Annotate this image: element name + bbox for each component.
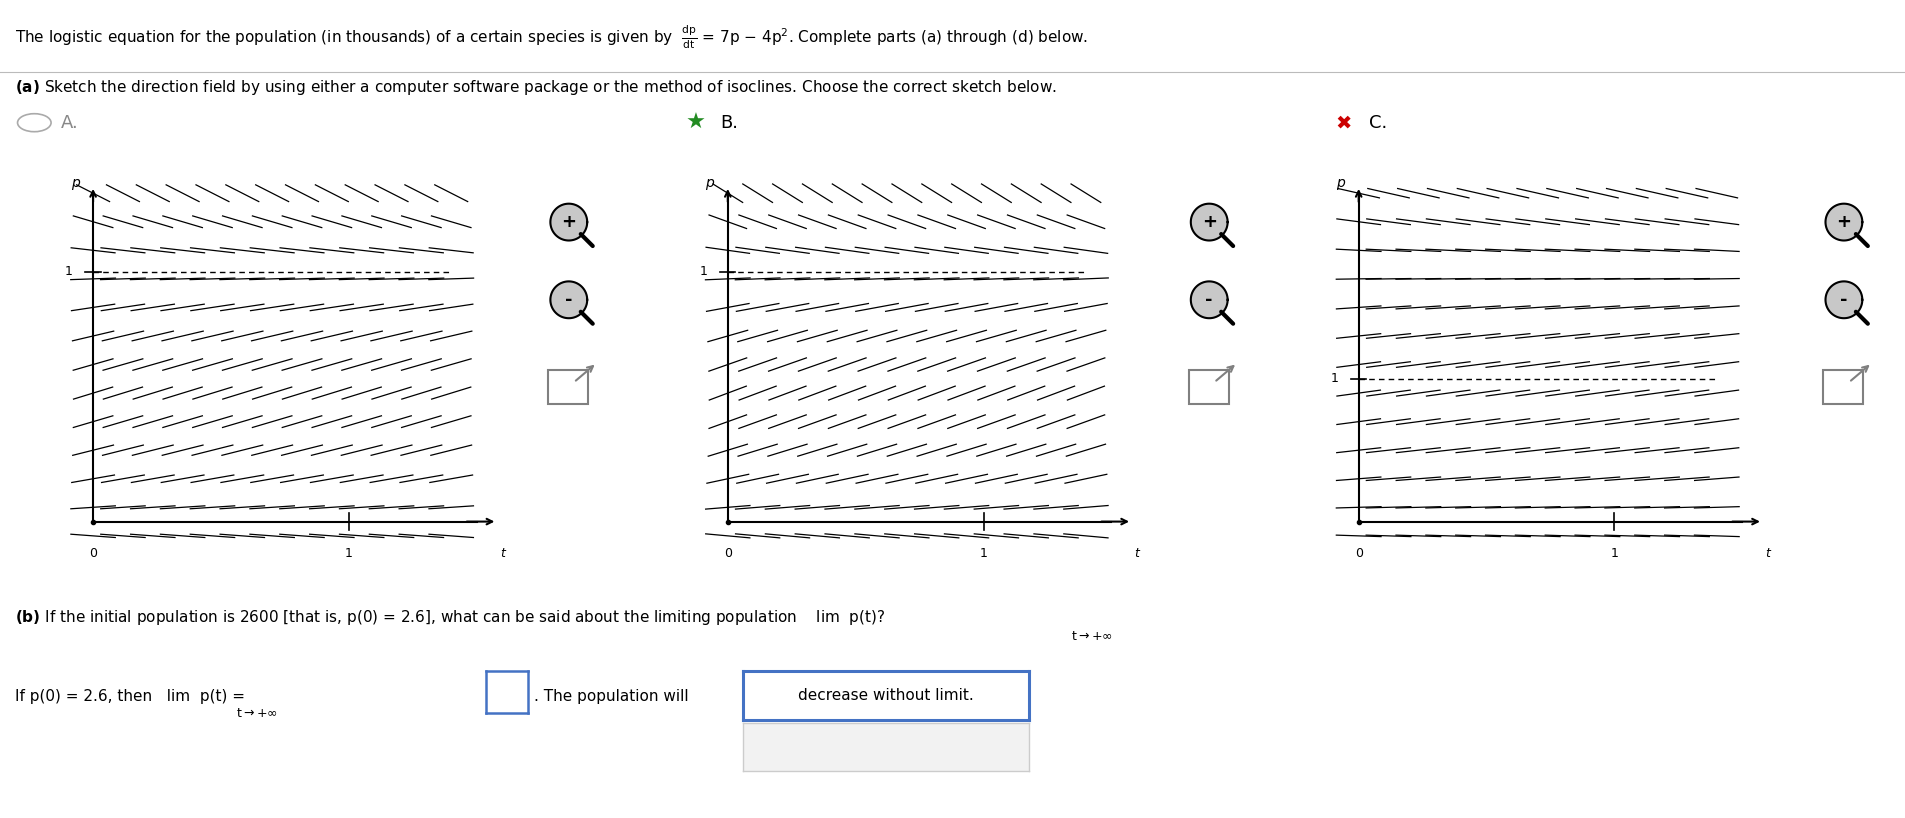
Text: $\bf{(a)}$ Sketch the direction field by using either a computer software packag: $\bf{(a)}$ Sketch the direction field by… (15, 78, 1057, 97)
Text: p: p (705, 177, 714, 191)
Text: 1: 1 (1330, 372, 1337, 385)
Text: 1: 1 (345, 547, 352, 560)
Text: C.: C. (1368, 114, 1387, 132)
Text: t: t (499, 547, 505, 560)
Text: The logistic equation for the population (in thousands) of a certain species is : The logistic equation for the population… (15, 23, 1088, 51)
Polygon shape (551, 281, 587, 318)
Text: +: + (1200, 213, 1215, 231)
Text: If p(0) = 2.6, then   lim  p(t) =: If p(0) = 2.6, then lim p(t) = (15, 690, 250, 704)
Text: t$\rightarrow$+$\infty$: t$\rightarrow$+$\infty$ (236, 707, 278, 720)
Text: B.: B. (720, 114, 737, 132)
Text: 0: 0 (1354, 547, 1362, 560)
Text: 0: 0 (724, 547, 732, 560)
Polygon shape (1825, 204, 1861, 240)
Polygon shape (551, 204, 587, 240)
Text: ✖: ✖ (1335, 113, 1351, 133)
Text: 0: 0 (90, 547, 97, 560)
Text: -: - (1204, 290, 1212, 309)
Text: A.: A. (61, 114, 78, 132)
FancyBboxPatch shape (1189, 370, 1229, 404)
Text: p: p (70, 177, 80, 191)
Text: p: p (1335, 177, 1345, 191)
Text: +: + (1835, 213, 1850, 231)
Text: t$\rightarrow$+$\infty$: t$\rightarrow$+$\infty$ (1071, 630, 1113, 643)
Polygon shape (1191, 204, 1227, 240)
Text: decrease without limit.: decrease without limit. (798, 688, 973, 703)
Text: . The population will: . The population will (533, 690, 688, 704)
FancyBboxPatch shape (549, 370, 589, 404)
Text: ★: ★ (686, 113, 705, 133)
Text: 1: 1 (699, 265, 707, 278)
Text: 1: 1 (65, 265, 72, 278)
Text: $\bf{(b)}$ If the initial population is 2600 [that is, p(0) = 2.6], what can be : $\bf{(b)}$ If the initial population is … (15, 608, 886, 627)
Polygon shape (1191, 281, 1227, 318)
Text: -: - (564, 290, 572, 309)
Text: +: + (560, 213, 575, 231)
Polygon shape (1825, 281, 1861, 318)
Text: 1: 1 (1610, 547, 1617, 560)
Text: 1: 1 (979, 547, 987, 560)
Text: t: t (1764, 547, 1770, 560)
Text: t: t (1133, 547, 1139, 560)
FancyBboxPatch shape (1823, 370, 1863, 404)
Text: -: - (1838, 290, 1846, 309)
